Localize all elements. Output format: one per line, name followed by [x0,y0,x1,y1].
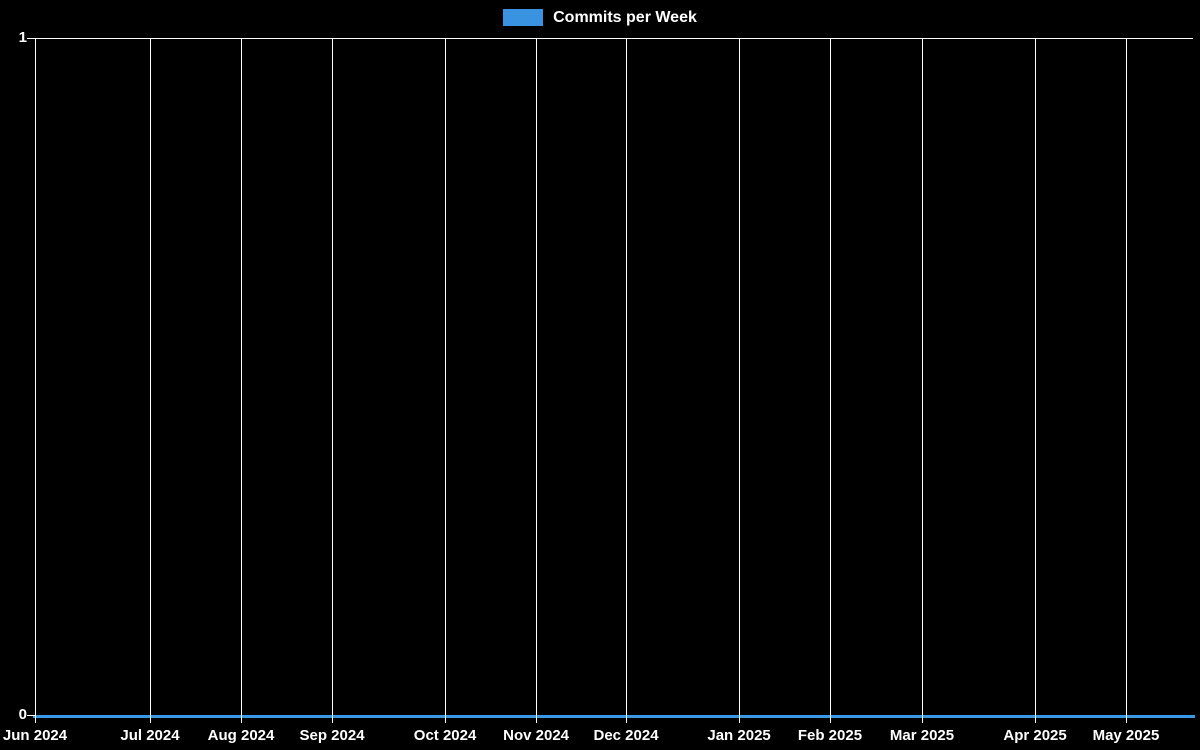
x-gridline [536,38,538,723]
x-gridline [149,38,151,723]
x-gridline [241,38,242,723]
x-axis-tick-label: Feb 2025 [797,727,863,744]
x-gridline [35,38,36,723]
x-gridline [829,38,831,723]
y-axis-tick-mark [27,715,35,716]
legend-label: Commits per Week [553,8,697,26]
y-axis-tick-label-max: 1 [18,29,27,46]
x-axis-tick-label: Dec 2024 [593,727,659,744]
plot-area: Jun 2024 Jul 2024 Aug 2024 Sep 2024 Oct 2024… [3,38,1195,744]
chart-legend[interactable]: Commits per Week [0,0,1200,35]
x-gridline [332,38,334,723]
x-axis-tick-label: Mar 2025 [889,727,955,744]
x-gridline [739,38,741,723]
x-gridline [1125,38,1127,723]
legend-swatch [503,9,544,26]
x-axis-tick-label: Nov 2024 [503,727,569,744]
x-axis-tick-label: Oct 2024 [413,727,477,744]
x-axis-tick-label: Jun 2024 [2,727,68,744]
x-axis-tick-label: May 2025 [1092,727,1160,744]
x-gridline [922,38,924,723]
x-axis-tick-label: Aug 2024 [207,727,275,744]
x-gridline [1035,38,1037,723]
x-axis-tick-label: Sep 2024 [299,727,365,744]
x-axis-tick-label: Apr 2025 [1003,727,1067,744]
x-gridline [445,38,447,723]
x-gridline [626,38,628,723]
x-axis-tick-label: Jul 2024 [120,727,180,744]
x-axis-tick-label: Jan 2025 [707,727,771,744]
commits-data-line [33,715,1195,718]
top-gridline [27,38,1193,39]
y-axis-tick-label-min: 0 [18,706,27,723]
